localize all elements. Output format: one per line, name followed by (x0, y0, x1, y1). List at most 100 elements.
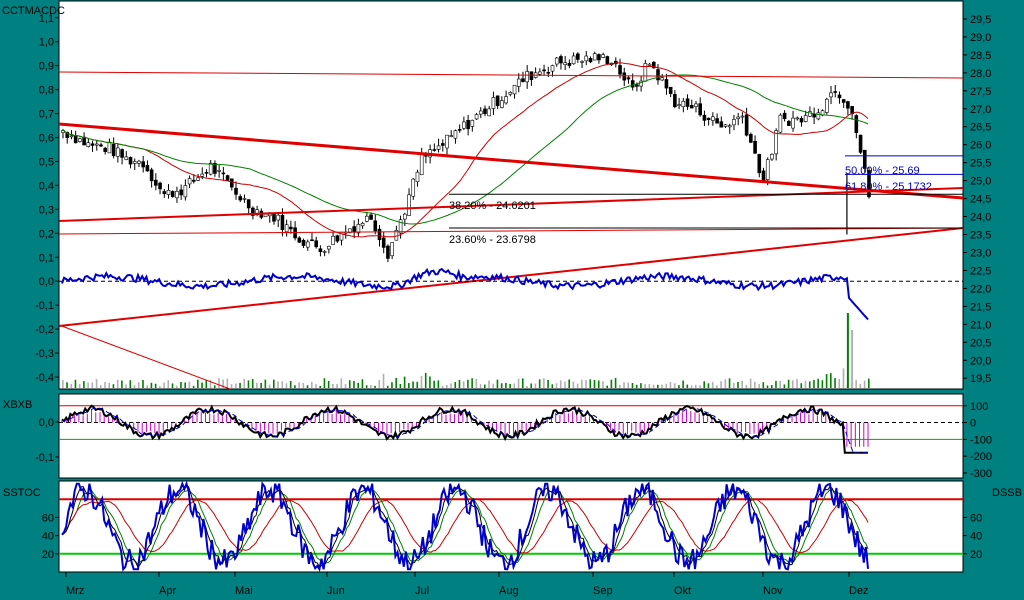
left-axis-tick-label: -0,1 (35, 300, 54, 312)
volume-bar (188, 381, 191, 388)
candle-body (774, 130, 778, 155)
candle-body (778, 114, 783, 133)
candle-body (246, 199, 251, 209)
candle-body (744, 114, 749, 136)
candle-body (563, 62, 567, 65)
volume-bar (78, 383, 81, 388)
candle-body (487, 108, 492, 117)
candle-body (508, 92, 513, 95)
volume-bar (690, 385, 693, 388)
volume-bar (171, 383, 174, 388)
volume-bar (429, 376, 431, 388)
candle-body (107, 142, 112, 154)
candle-body (825, 98, 829, 113)
candle-body (559, 56, 563, 64)
volume-bar (285, 383, 288, 388)
volume-bar (121, 380, 123, 388)
left-axis-tick-label: 0,8 (39, 85, 54, 97)
volume-bar (235, 383, 237, 388)
candle-body (841, 99, 846, 103)
candle-body (664, 79, 669, 89)
candle-body (597, 54, 601, 61)
candle-body (740, 115, 745, 118)
volume-bar (163, 382, 165, 388)
volume-bar (699, 385, 701, 388)
left-axis-tick-label: 0,2 (39, 228, 54, 240)
volume-bar (374, 385, 376, 388)
right-axis-tick-label: 21,0 (970, 319, 991, 331)
candle-body (158, 182, 162, 190)
candle-body (858, 134, 863, 153)
candle-body (516, 78, 521, 87)
volume-bar (834, 378, 836, 388)
volume-bar (669, 382, 672, 388)
candle-body (651, 61, 656, 69)
candle-body (234, 187, 238, 195)
volume-bar (180, 382, 182, 388)
candle-body (630, 80, 635, 88)
volume-bar (218, 378, 220, 388)
candle-body (592, 53, 597, 61)
volume-bar (610, 379, 613, 388)
volume-bar (800, 383, 803, 388)
volume-bar (298, 382, 300, 388)
signal-line (61, 406, 868, 454)
volume-bar (108, 382, 111, 388)
candle-body (656, 69, 660, 81)
volume-bar (247, 380, 250, 388)
candle-body (436, 145, 441, 150)
volume-bar (399, 383, 402, 388)
volume-bar (104, 382, 106, 388)
candle-body (677, 104, 681, 106)
volume-bar (728, 378, 731, 388)
sstoc-left-axis-tick-label: 20 (42, 549, 54, 561)
xbxb-left-axis-tick-label: -0,1 (35, 452, 54, 464)
candle-body (284, 224, 289, 233)
volume-bar (467, 379, 469, 388)
candle-body (668, 86, 673, 94)
right-axis-tick-label: 26,5 (970, 122, 991, 134)
volume-bar (673, 383, 676, 388)
volume-bar (796, 379, 798, 388)
candle-body (90, 143, 95, 146)
right-axis-tick-label: 24,5 (970, 194, 991, 206)
candle-body (145, 165, 150, 172)
volume-bar (703, 381, 706, 388)
volume-bar (779, 380, 781, 388)
left-axis-tick-label: 1,0 (39, 37, 54, 49)
volume-bar (792, 380, 794, 388)
volume-bar (517, 378, 520, 388)
candle-body (867, 170, 871, 198)
volume-bar (289, 380, 292, 388)
volume-bar (724, 379, 727, 388)
candle-body (791, 117, 795, 129)
volume-bar (416, 381, 419, 388)
candle-body (398, 219, 403, 234)
left-axis-tick-label: 0,0 (39, 276, 54, 288)
volume-bar (538, 379, 541, 388)
right-axis-tick-label: 27,0 (970, 104, 991, 116)
volume-bar (323, 378, 326, 388)
volume-bar (129, 380, 132, 388)
candle-body (65, 132, 70, 138)
right-axis-tick-label: 25,0 (970, 176, 991, 188)
right-axis-tick-label: 23,0 (970, 247, 991, 259)
candle-body (512, 84, 517, 95)
candle-body (128, 157, 133, 165)
volume-bar (277, 381, 279, 388)
candle-body (689, 105, 694, 109)
volume-bar (332, 384, 334, 388)
volume-bar (640, 383, 642, 388)
candle-body (272, 214, 276, 222)
volume-bar (716, 385, 718, 388)
volume-bar (327, 381, 330, 388)
volume-bar (534, 383, 537, 388)
x-tick-label: Jul (415, 585, 429, 597)
candle-body (141, 161, 145, 168)
candle-body (525, 71, 529, 83)
sstoc-left-axis-tick-label: 40 (42, 531, 54, 543)
candle-body (331, 235, 335, 245)
right-axis-tick-label: 28,5 (970, 50, 991, 62)
candle-body (453, 130, 458, 139)
volume-bar (496, 379, 499, 388)
